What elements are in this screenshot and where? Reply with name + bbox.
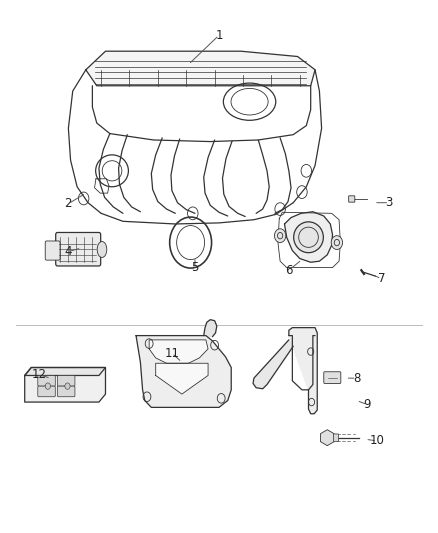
Polygon shape [155, 364, 208, 394]
Polygon shape [149, 340, 208, 364]
Polygon shape [253, 340, 293, 389]
FancyBboxPatch shape [38, 375, 55, 386]
Text: 4: 4 [65, 245, 72, 258]
Ellipse shape [97, 241, 107, 257]
Circle shape [65, 383, 70, 389]
Text: 5: 5 [191, 261, 199, 274]
Text: 1: 1 [215, 29, 223, 42]
FancyBboxPatch shape [333, 434, 339, 441]
FancyBboxPatch shape [57, 375, 75, 386]
Text: 12: 12 [32, 368, 46, 382]
Polygon shape [136, 336, 231, 407]
Text: 2: 2 [65, 197, 72, 211]
Text: 8: 8 [353, 372, 360, 385]
FancyBboxPatch shape [45, 241, 60, 260]
Polygon shape [86, 51, 315, 86]
Polygon shape [289, 328, 317, 414]
Text: 11: 11 [164, 346, 179, 360]
Circle shape [45, 383, 50, 389]
Text: 9: 9 [364, 398, 371, 411]
Polygon shape [25, 368, 106, 402]
Text: 7: 7 [378, 272, 385, 285]
FancyBboxPatch shape [324, 372, 341, 383]
Circle shape [275, 229, 286, 243]
Polygon shape [25, 368, 106, 375]
Ellipse shape [293, 222, 323, 253]
FancyBboxPatch shape [56, 232, 101, 266]
Polygon shape [321, 430, 334, 446]
Polygon shape [285, 212, 332, 262]
Circle shape [331, 236, 343, 249]
Text: 3: 3 [385, 196, 393, 209]
Text: 10: 10 [370, 434, 385, 447]
FancyBboxPatch shape [38, 386, 55, 397]
FancyBboxPatch shape [349, 196, 355, 202]
FancyBboxPatch shape [57, 386, 75, 397]
Polygon shape [204, 320, 217, 337]
Text: 6: 6 [285, 264, 293, 277]
